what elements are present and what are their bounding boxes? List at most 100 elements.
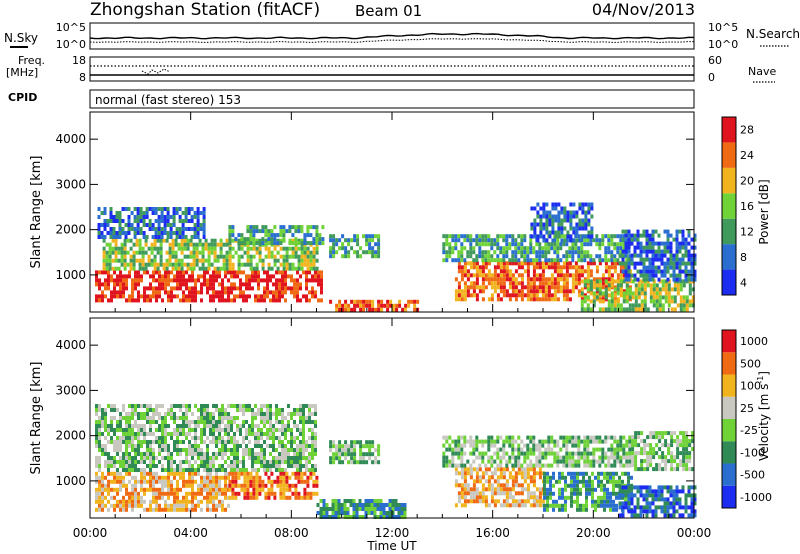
echo-cell <box>269 412 272 416</box>
echo-cell <box>517 471 521 476</box>
echo-cell <box>356 250 360 255</box>
echo-cell <box>161 278 164 283</box>
echo-cell <box>564 499 567 504</box>
echo-cell <box>463 443 467 448</box>
echo-cell <box>167 495 170 500</box>
echo-cell <box>248 424 251 428</box>
echo-cell <box>269 468 272 472</box>
echo-cell <box>511 261 515 266</box>
echo-cell <box>328 507 332 511</box>
echo-cell <box>619 307 623 312</box>
echo-cell <box>269 452 272 456</box>
echo-cell <box>371 307 375 312</box>
echo-cell <box>243 475 247 480</box>
echo-cell <box>254 270 257 275</box>
echo-cell <box>98 487 101 492</box>
echo-cell <box>291 483 295 488</box>
echo-cell <box>222 258 226 263</box>
echo-cell <box>158 448 161 452</box>
echo-cell <box>252 495 256 500</box>
echo-cell <box>179 499 182 504</box>
echo-cell <box>142 231 146 235</box>
echo-cell <box>303 254 307 259</box>
echo-cell <box>196 227 200 231</box>
echo-cell <box>218 491 221 496</box>
echo-cell <box>561 507 564 512</box>
echo-cell <box>580 250 584 255</box>
echo-cell <box>454 234 458 239</box>
echo-cell <box>176 286 179 291</box>
echo-cell <box>655 295 659 300</box>
echo-cell <box>303 250 307 255</box>
echo-cell <box>370 503 374 507</box>
echo-cell <box>179 468 182 472</box>
echo-cell <box>655 307 659 312</box>
echo-cell <box>556 269 560 274</box>
echo-cell <box>511 242 515 247</box>
echo-cell <box>183 262 187 267</box>
echo-cell <box>442 242 446 247</box>
echo-cell <box>194 282 197 287</box>
y-tick-label: 1000 <box>55 268 86 282</box>
echo-cell <box>508 471 512 476</box>
echo-cell <box>266 416 269 420</box>
echo-cell <box>335 307 339 312</box>
echo-cell <box>185 416 188 420</box>
echo-cell <box>523 443 527 448</box>
echo-cell <box>523 471 527 476</box>
freq-label: Freq. <box>18 54 45 67</box>
echo-cell <box>136 215 140 219</box>
echo-cell <box>618 261 622 266</box>
echo-cell <box>233 464 236 468</box>
echo-cell <box>221 416 224 420</box>
echo-cell <box>128 444 131 448</box>
echo-cell <box>245 444 248 448</box>
echo-cell <box>499 487 503 492</box>
echo-cell <box>340 503 344 507</box>
echo-cell <box>565 451 569 456</box>
echo-cell <box>642 269 646 274</box>
echo-cell <box>200 475 203 480</box>
echo-cell <box>514 459 518 464</box>
echo-cell <box>225 262 229 267</box>
echo-cell <box>176 436 179 440</box>
echo-cell <box>607 238 611 243</box>
echo-cell <box>131 468 134 472</box>
echo-cell <box>580 279 584 284</box>
echo-cell <box>613 285 617 290</box>
echo-cell <box>648 245 652 250</box>
echo-cell <box>133 235 137 239</box>
echo-cell <box>557 218 561 223</box>
echo-cell <box>633 277 637 282</box>
echo-cell <box>201 258 205 263</box>
echo-cell <box>281 452 284 456</box>
echo-cell <box>533 230 537 235</box>
echo-cell <box>188 475 191 480</box>
echo-cell <box>643 291 647 296</box>
colorbar-tick-label: 28 <box>740 124 754 137</box>
echo-cell <box>520 242 524 247</box>
echo-cell <box>163 207 167 211</box>
echo-cell <box>190 227 194 231</box>
echo-cell <box>597 499 600 504</box>
echo-cell <box>273 495 277 500</box>
echo-cell <box>514 483 518 488</box>
echo-cell <box>153 262 157 267</box>
echo-cell <box>511 443 515 448</box>
echo-cell <box>218 424 221 428</box>
echo-cell <box>179 424 182 428</box>
echo-cell <box>290 436 293 440</box>
echo-cell <box>251 452 254 456</box>
echo-cell <box>457 258 461 263</box>
echo-cell <box>209 424 212 428</box>
echo-cell <box>297 475 301 480</box>
echo-cell <box>466 234 470 239</box>
echo-cell <box>627 241 631 246</box>
echo-cell <box>487 273 491 278</box>
echo-cell <box>213 246 217 251</box>
echo-cell <box>113 444 116 448</box>
echo-cell <box>658 303 662 308</box>
echo-cell <box>231 475 235 480</box>
